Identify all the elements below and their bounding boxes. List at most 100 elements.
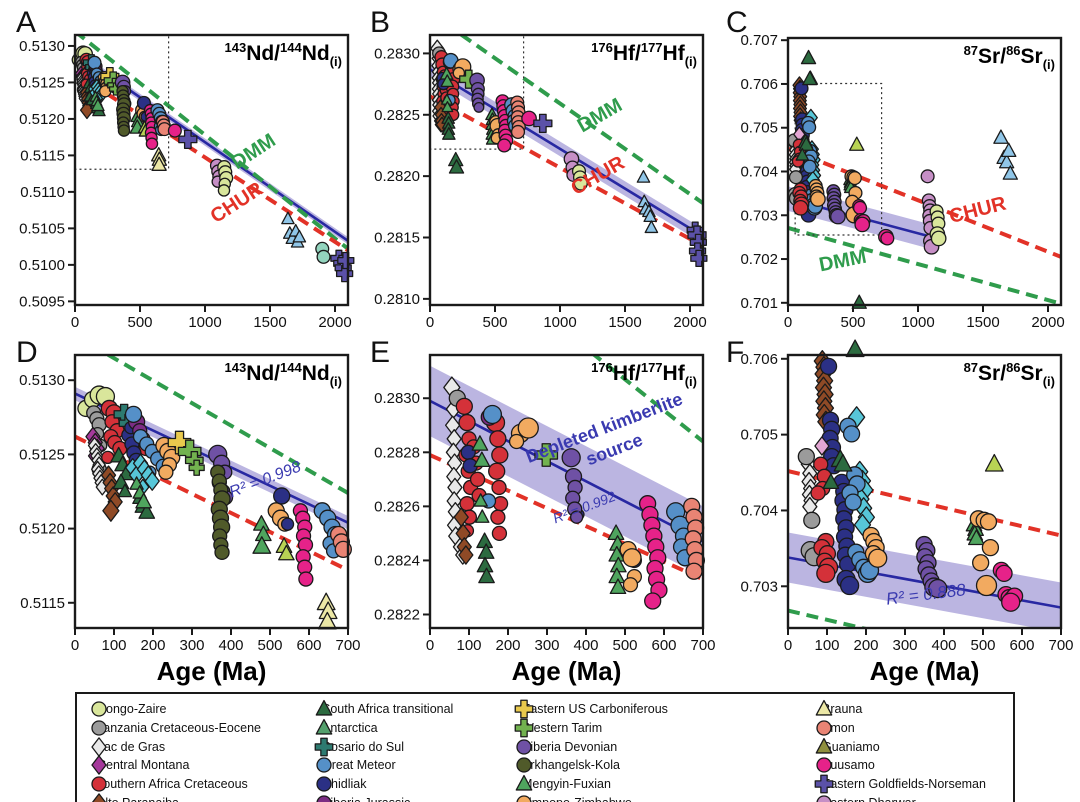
diamond-icon [91,736,107,757]
panel-letter: D [16,336,38,369]
data-point-sa_transitional [476,532,493,549]
legend-label: Western Tarim [522,720,603,735]
legend-item-s_africa_cret: southern Africa Cretaceous [89,775,248,793]
data-point-limpopo [622,548,642,568]
data-point-sa_transitional [442,127,456,140]
x-tick-label: 400 [218,637,243,654]
cross-icon [514,699,534,719]
legend-item-western_tarim: Western Tarim [514,718,603,738]
dmm-line [458,35,703,205]
data-point-e_goldfields [533,113,553,134]
y-tick-label: 0.2830 [374,45,420,62]
data-point-congo_zaire [573,176,588,191]
legend-item-amon: Amon [814,719,855,737]
data-point-sa_transitional [822,473,840,489]
panel-letter: E [370,336,390,369]
circle-icon [516,738,532,755]
data-point-arkhangelsk [214,544,230,560]
x-tick-label: 700 [690,637,715,654]
legend-label: Siberia Devonian [522,739,618,754]
scatter-points [77,385,352,630]
x-tick-label: 1500 [253,314,286,331]
data-point-kuusamo [1001,592,1021,612]
data-point-kuusamo [995,564,1013,583]
triangle-icon [815,699,833,716]
data-point-sa_transitional [833,453,853,472]
y-tick-label: 0.701 [740,295,778,312]
data-point-limpopo [158,464,174,480]
data-point-lt_blue_tri [1001,142,1017,158]
legend-label: Siberia Jurassic [322,796,410,802]
data-point-sa_transitional [800,49,817,65]
data-point-e_goldfields [335,264,354,283]
data-point-chidliak [280,517,295,531]
scatter-points [797,339,1024,612]
data-point-cyan_diamond [144,471,160,491]
axis-frame [73,353,350,630]
y-tick-label: 0.5105 [19,220,65,237]
cross-icon [514,718,534,738]
legend-item-siberia_jur: Siberia Jurassic [314,794,410,802]
data-point-sa_transitional [478,567,495,584]
scatter-points [430,39,708,268]
scatter-points [71,45,355,283]
data-point-kuusamo [521,110,537,127]
legend-item-brauna: Brauna [814,699,862,718]
x-tick-label: 600 [651,637,676,654]
dmm-line [591,355,703,444]
data-point-kuusamo [880,231,895,246]
data-point-siberia_dev [561,448,581,468]
legend-item-siberia_dev: Siberia Devonian [514,738,617,756]
dmm-line [788,608,871,628]
x-tick-label: 500 [482,314,507,331]
y-tick-label: 0.704 [740,502,778,519]
legend-item-great_meteor: Great Meteor [314,756,396,774]
triangle-icon [515,775,533,791]
data-point-mengyin [475,509,490,523]
data-point-kuusamo [145,137,159,150]
x-tick-label: 400 [931,637,956,654]
triangle-icon [315,718,333,735]
data-point-lt_blue_tri [292,229,307,243]
annotation: CHUR [947,193,1009,228]
legend-item-lac_de_gras: Lac de Gras [89,736,165,757]
x-tick-label: 100 [456,637,481,654]
data-point-mengyin [440,74,455,88]
data-point-e_goldfields [178,129,198,150]
data-point-siberia_dev [928,578,948,599]
y-tick-label: 0.706 [740,76,778,93]
y-tick-label: 0.2822 [374,606,420,623]
y-tick-label: 0.5115 [20,147,65,164]
y-tick-label: 0.702 [740,251,778,268]
data-point-s_africa_cret [469,471,486,487]
panel-letter: A [16,6,36,39]
data-point-brauna [151,156,167,171]
legend-item-tanzania: Tanzania Cretaceous-Eocene [89,719,261,737]
legend-item-eastern_us: Eastern US Carboniferous [514,699,668,719]
legend-item-sa_transitional: South Africa transitional [314,699,453,718]
x-tick-label: 500 [612,637,637,654]
x-tick-label: 600 [296,637,321,654]
data-point-alto_paranaiba [458,545,474,565]
legend-item-alto_paranaiba: Alto Paranaiba [89,793,179,802]
data-point-mengyin [609,578,627,595]
legend-item-central_montana: Central Montana [89,755,189,776]
data-point-mengyin [473,451,491,468]
circle-icon [816,757,832,774]
y-tick-label: 0.5120 [19,521,65,538]
x-tick-label: 0 [784,637,792,654]
axis-frame [428,33,705,307]
data-point-kuusamo [852,200,868,215]
data-point-limpopo [847,171,862,186]
axis-frame [428,353,705,630]
data-point-limpopo [810,191,826,207]
data-point-mengyin [253,515,270,531]
data-point-siberia_dev [473,101,485,113]
x-tick-label: 200 [140,637,165,654]
circle-icon [816,795,832,802]
x-tick-label: 400 [573,637,598,654]
data-point-s_africa_cret [810,485,826,501]
y-tick-label: 0.2824 [374,552,420,569]
